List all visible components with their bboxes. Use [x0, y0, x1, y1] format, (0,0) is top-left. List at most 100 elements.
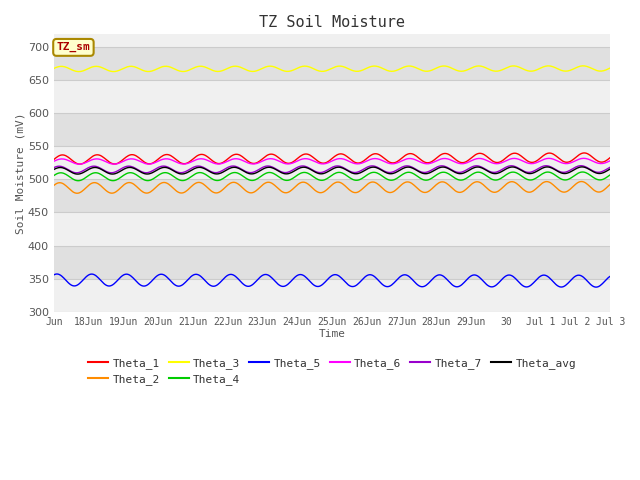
- Bar: [54, 180, 611, 213]
- Line: Theta_2: Theta_2: [54, 181, 611, 193]
- Theta_5: [50, 272, 58, 278]
- Theta_1: [319, 160, 326, 166]
- Theta_avg: [352, 171, 360, 177]
- Theta_6: [76, 161, 83, 167]
- Theta_avg: [319, 171, 326, 177]
- Theta_4: [508, 169, 515, 175]
- Theta_1: [595, 159, 603, 165]
- Theta_4: [352, 178, 360, 183]
- Line: Theta_avg: Theta_avg: [54, 167, 611, 174]
- Theta_3: [50, 66, 58, 72]
- Theta_7: [50, 165, 58, 170]
- Theta_4: [382, 176, 390, 181]
- Theta_5: [316, 283, 323, 289]
- Legend: Theta_1, Theta_2, Theta_3, Theta_4, Theta_5, Theta_6, Theta_7, Theta_avg: Theta_1, Theta_2, Theta_3, Theta_4, Thet…: [84, 353, 580, 389]
- Theta_5: [319, 282, 326, 288]
- Line: Theta_5: Theta_5: [54, 274, 611, 287]
- Theta_6: [382, 159, 390, 165]
- X-axis label: Time: Time: [319, 329, 346, 339]
- Theta_7: [352, 169, 360, 175]
- Theta_4: [319, 178, 326, 183]
- Theta_6: [508, 156, 515, 162]
- Line: Theta_1: Theta_1: [54, 153, 611, 164]
- Theta_4: [607, 172, 614, 178]
- Theta_5: [382, 284, 390, 289]
- Theta_7: [595, 169, 603, 175]
- Theta_5: [53, 271, 61, 277]
- Theta_2: [50, 182, 58, 188]
- Bar: [54, 278, 611, 312]
- Bar: [54, 213, 611, 246]
- Theta_1: [50, 156, 58, 162]
- Theta_7: [577, 163, 585, 168]
- Theta_2: [382, 188, 390, 194]
- Theta_6: [352, 161, 360, 167]
- Bar: [54, 113, 611, 146]
- Theta_4: [316, 177, 323, 183]
- Theta_2: [595, 189, 603, 195]
- Theta_7: [607, 164, 614, 170]
- Theta_6: [595, 160, 603, 166]
- Theta_3: [319, 69, 326, 74]
- Theta_5: [352, 283, 360, 288]
- Bar: [54, 246, 611, 278]
- Theta_2: [508, 179, 515, 185]
- Line: Theta_6: Theta_6: [54, 158, 611, 164]
- Theta_1: [607, 155, 614, 160]
- Theta_2: [316, 190, 323, 195]
- Theta_1: [508, 151, 515, 157]
- Theta_1: [581, 150, 589, 156]
- Theta_avg: [579, 164, 586, 170]
- Theta_avg: [508, 164, 515, 170]
- Bar: [54, 80, 611, 113]
- Bar: [54, 146, 611, 180]
- Theta_4: [74, 178, 82, 183]
- Line: Theta_7: Theta_7: [54, 166, 611, 173]
- Title: TZ Soil Moisture: TZ Soil Moisture: [259, 15, 405, 30]
- Theta_1: [316, 159, 323, 165]
- Theta_2: [577, 179, 585, 184]
- Theta_3: [595, 68, 603, 74]
- Theta_avg: [74, 171, 81, 177]
- Theta_6: [316, 160, 323, 166]
- Theta_4: [50, 173, 58, 179]
- Theta_avg: [316, 171, 323, 177]
- Theta_2: [319, 190, 326, 195]
- Theta_5: [607, 273, 614, 279]
- Theta_7: [316, 169, 323, 175]
- Bar: [54, 34, 611, 47]
- Theta_4: [579, 169, 586, 175]
- Theta_6: [50, 158, 58, 164]
- Theta_avg: [382, 170, 390, 176]
- Theta_avg: [50, 167, 58, 172]
- Theta_7: [72, 170, 80, 176]
- Bar: [54, 47, 611, 80]
- Theta_5: [592, 284, 600, 290]
- Theta_7: [319, 169, 326, 175]
- Theta_3: [607, 65, 614, 71]
- Theta_avg: [607, 166, 614, 172]
- Theta_6: [319, 161, 326, 167]
- Theta_2: [607, 181, 614, 187]
- Y-axis label: Soil Moisture (mV): Soil Moisture (mV): [15, 112, 25, 234]
- Theta_3: [382, 67, 390, 73]
- Theta_3: [316, 68, 323, 74]
- Theta_2: [74, 191, 81, 196]
- Theta_3: [580, 63, 588, 69]
- Line: Theta_4: Theta_4: [54, 172, 611, 180]
- Theta_avg: [595, 170, 603, 176]
- Theta_5: [508, 273, 515, 278]
- Theta_3: [508, 63, 515, 69]
- Theta_7: [382, 169, 390, 175]
- Line: Theta_3: Theta_3: [54, 66, 611, 72]
- Theta_7: [508, 163, 515, 168]
- Theta_3: [74, 69, 82, 74]
- Theta_6: [580, 156, 588, 161]
- Theta_1: [382, 157, 390, 163]
- Theta_5: [595, 283, 603, 289]
- Theta_1: [352, 160, 360, 166]
- Theta_3: [352, 69, 360, 74]
- Theta_4: [595, 177, 603, 183]
- Theta_2: [352, 190, 360, 195]
- Theta_6: [607, 158, 614, 164]
